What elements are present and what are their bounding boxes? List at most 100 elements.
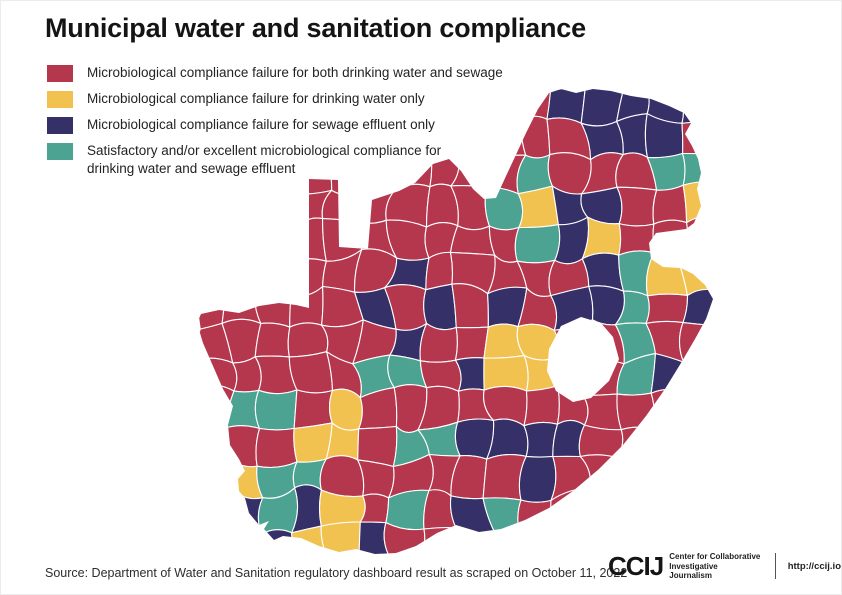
municipality-cell [616,457,656,499]
municipality-cell [486,89,522,125]
municipality-cell [616,392,655,431]
municipality-cell [682,288,713,327]
municipality-cell [197,247,229,292]
municipality-cell [587,487,622,529]
municipality-cell [197,283,228,330]
municipality-cell [650,388,687,432]
municipality-cell [450,89,494,125]
municipality-cell [256,155,299,195]
municipality-cell [683,488,713,531]
municipality-cell [197,461,236,492]
municipality-cell [682,360,713,394]
municipality-cell [261,118,299,161]
municipality-cell [616,426,653,464]
municipality-cell [556,385,589,426]
municipality-cell [517,185,559,229]
municipality-cell [645,293,689,324]
legend-swatch-drinking-only [47,91,73,108]
legend-swatch-satisfactory [47,143,73,160]
municipality-cell [291,217,327,262]
municipality-cell [354,114,398,151]
municipality-cell [321,189,361,223]
municipality-cell [391,113,431,153]
municipality-cell [327,149,359,195]
legend-item: Satisfactory and/or excellent microbiolo… [47,142,503,177]
municipality-cell [678,89,713,124]
municipality-cell [197,89,234,127]
page-title: Municipal water and sanitation complianc… [45,13,586,43]
municipality-cell [484,187,524,231]
legend-item: Microbiological compliance failure for d… [47,90,503,108]
municipality-cell [523,385,560,427]
municipality-cell [448,527,496,554]
municipality-cell [385,489,430,531]
municipality-cell [616,186,658,227]
legend-swatch-both-failure [47,65,73,82]
municipality-cell [222,425,261,468]
municipality-cell [423,113,459,154]
municipality-cell [679,390,713,430]
municipality-cell [320,521,361,554]
municipality-cell [293,389,334,430]
municipality-cell [515,89,552,122]
municipality-cell [224,250,261,286]
municipality-cell [255,427,298,469]
municipality-cell [197,184,232,228]
municipality-cell [224,217,266,254]
municipality-cell [258,89,292,127]
municipality-cell [582,393,622,431]
municipality-cell [618,223,655,256]
municipality-cell [319,455,365,498]
municipality-cell [197,220,229,254]
municipality-cell [449,225,496,256]
municipality-cell [514,224,561,264]
legend-item: Microbiological compliance failure for s… [47,116,503,134]
municipality-cell [451,283,489,329]
municipality-cell [425,251,454,291]
municipality-cell [197,489,236,535]
legend-item: Microbiological compliance failure for b… [47,64,503,82]
legend-swatch-sewage-only [47,117,73,134]
municipality-cell [293,153,333,195]
municipality-cell [650,427,682,467]
municipality-cell [518,528,558,554]
municipality-cell [424,89,461,117]
municipality-cell [520,115,551,159]
municipality-cell [681,121,713,155]
municipality-cell [490,531,527,554]
municipality-cell [197,384,235,431]
municipality-cell [354,89,398,127]
ccij-tagline-line1: Center for Collaborative [669,552,761,561]
municipality-cell [652,219,689,263]
municipality-cell [222,532,263,554]
municipality-cell [197,357,238,392]
municipality-cell [420,526,457,554]
municipality-cell [454,418,495,460]
municipality-cell [254,389,298,431]
legend-label: Satisfactory and/or excellent microbiolo… [87,143,442,176]
municipality-cell [254,284,292,328]
municipality-cell [518,455,557,503]
municipality-cell [256,188,298,229]
municipality-cell [454,326,489,361]
ccij-tagline-line2: Investigative Journalism [669,561,718,581]
municipality-cell [581,216,622,260]
municipality-cell [255,252,296,296]
municipality-cell [197,423,235,468]
municipality-cell [483,355,529,392]
legend-label: Microbiological compliance failure for d… [87,91,425,106]
municipality-cell [450,114,493,158]
municipality-cell [197,522,227,554]
municipality-cell [221,282,262,325]
municipality-cell [484,120,527,158]
municipality-cell [353,147,397,194]
municipality-cell [230,89,266,127]
municipality-cell [287,89,331,126]
logo-divider [774,553,776,580]
municipality-cell [328,388,363,431]
municipality-cell [326,114,359,155]
legend-label: Microbiological compliance failure for b… [87,65,503,80]
municipality-cell [550,526,591,554]
municipality-cell [289,285,324,328]
